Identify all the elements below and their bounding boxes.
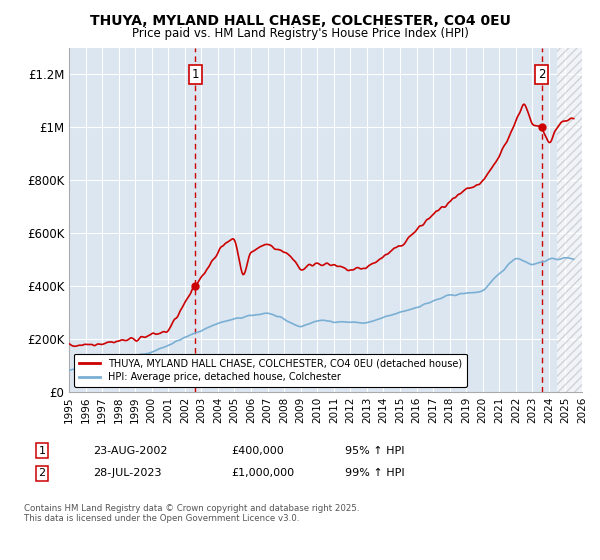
Text: 95% ↑ HPI: 95% ↑ HPI bbox=[345, 446, 404, 456]
Text: Price paid vs. HM Land Registry's House Price Index (HPI): Price paid vs. HM Land Registry's House … bbox=[131, 27, 469, 40]
Text: Contains HM Land Registry data © Crown copyright and database right 2025.
This d: Contains HM Land Registry data © Crown c… bbox=[24, 504, 359, 524]
Legend: THUYA, MYLAND HALL CHASE, COLCHESTER, CO4 0EU (detached house), HPI: Average pri: THUYA, MYLAND HALL CHASE, COLCHESTER, CO… bbox=[74, 353, 467, 387]
Text: £400,000: £400,000 bbox=[231, 446, 284, 456]
Text: 1: 1 bbox=[191, 68, 199, 81]
Text: 23-AUG-2002: 23-AUG-2002 bbox=[93, 446, 167, 456]
Text: £1,000,000: £1,000,000 bbox=[231, 468, 294, 478]
Text: 99% ↑ HPI: 99% ↑ HPI bbox=[345, 468, 404, 478]
Bar bbox=[557, 48, 582, 392]
Text: THUYA, MYLAND HALL CHASE, COLCHESTER, CO4 0EU: THUYA, MYLAND HALL CHASE, COLCHESTER, CO… bbox=[89, 14, 511, 28]
Text: 1: 1 bbox=[38, 446, 46, 456]
Text: 28-JUL-2023: 28-JUL-2023 bbox=[93, 468, 161, 478]
Text: 2: 2 bbox=[538, 68, 545, 81]
Text: 2: 2 bbox=[38, 468, 46, 478]
